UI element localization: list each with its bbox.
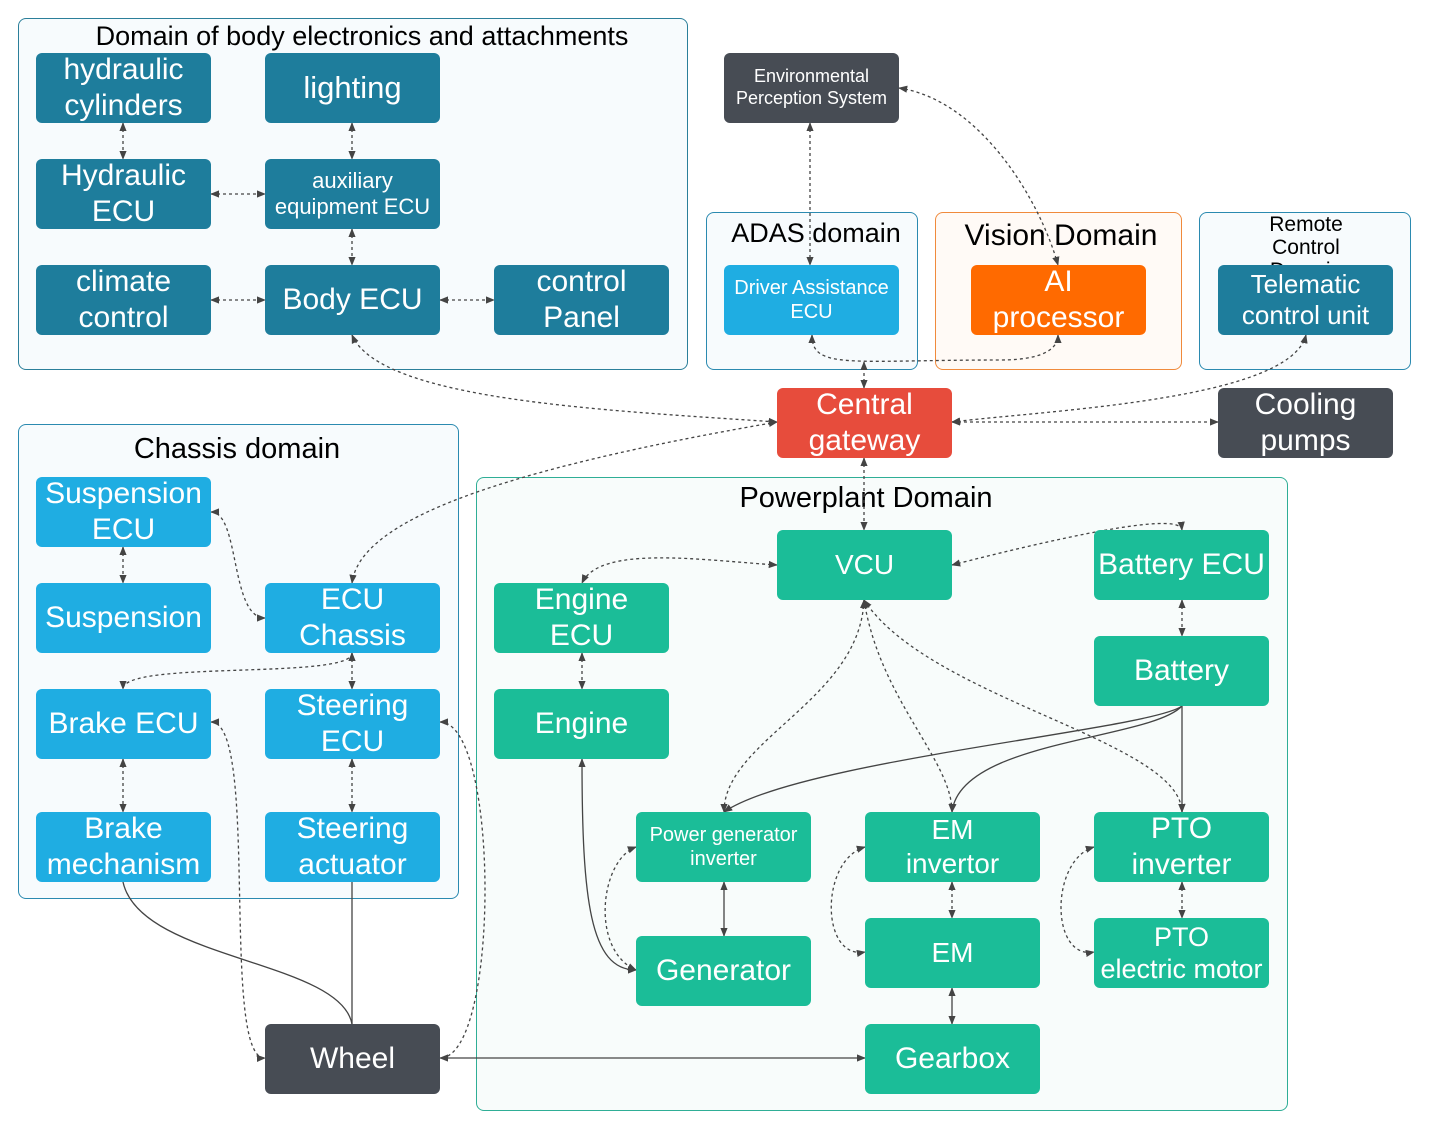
node-box: Cooling pumps [1218, 388, 1393, 458]
node-box: Wheel [265, 1024, 440, 1094]
node-box: Telematic control unit [1218, 265, 1393, 335]
domain-title: Domain of body electronics and attachmen… [95, 21, 629, 51]
node-box: Generator [636, 936, 811, 1006]
node-box: EM [865, 918, 1040, 988]
node-box: Suspension ECU [36, 477, 211, 547]
node-box: Power generator inverter [636, 812, 811, 882]
node-box: Battery [1094, 636, 1269, 706]
node-box: auxiliary equipment ECU [265, 159, 440, 229]
node-box: PTO inverter [1094, 812, 1269, 882]
node-box: control Panel [494, 265, 669, 335]
node-box: Driver Assistance ECU [724, 265, 899, 335]
domain-title: ADAS domain [731, 218, 901, 248]
node-box: ECU Chassis [265, 583, 440, 653]
node-box: VCU [777, 530, 952, 600]
node-box: Suspension [36, 583, 211, 653]
node-box: Engine ECU [494, 583, 669, 653]
dashed-links [119, 85, 1308, 1062]
node-box: AI processor [971, 265, 1146, 335]
node-box: Battery ECU [1094, 530, 1269, 600]
node-box: EM invertor [865, 812, 1040, 882]
node-box: PTO electric motor [1094, 918, 1269, 988]
node-box: Central gateway [777, 388, 952, 458]
node-box: Steering actuator [265, 812, 440, 882]
node-box: Brake mechanism [36, 812, 211, 882]
node-box: Gearbox [865, 1024, 1040, 1094]
node-box: hydraulic cylinders [36, 53, 211, 123]
node-box: climate control [36, 265, 211, 335]
node-box: Engine [494, 689, 669, 759]
node-box: lighting [265, 53, 440, 123]
domain-title: Chassis domain [133, 433, 341, 465]
node-box: Environmental Perception System [724, 53, 899, 123]
node-box: Hydraulic ECU [36, 159, 211, 229]
solid-links [122, 705, 1186, 1062]
node-box: Brake ECU [36, 689, 211, 759]
node-box: Steering ECU [265, 689, 440, 759]
node-box: Body ECU [265, 265, 440, 335]
